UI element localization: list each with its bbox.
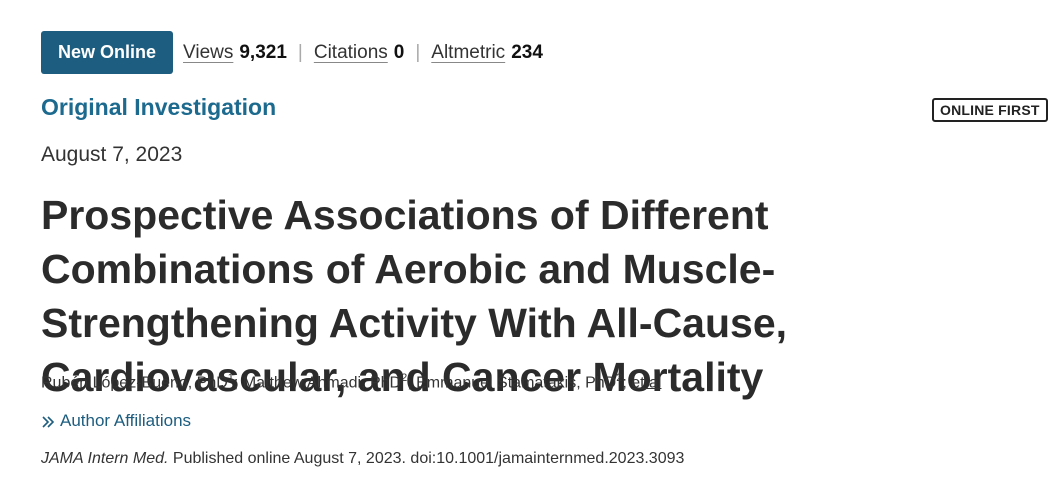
article-title: Prospective Associations of Different Co…: [41, 192, 788, 400]
author-name[interactable]: Rubén López-Bueno, PhD: [41, 374, 228, 392]
author-affiliations-label: Author Affiliations: [60, 411, 192, 430]
citations-label[interactable]: Citations: [313, 41, 388, 63]
online-first-tag: ONLINE FIRST: [932, 98, 1048, 122]
author-separator: ;: [622, 374, 632, 392]
altmetric-metric[interactable]: Altmetric 234: [431, 42, 543, 64]
journal-abbrev: JAMA Intern Med.: [41, 450, 169, 467]
new-online-badge[interactable]: New Online: [41, 31, 174, 74]
affiliation-marker: 2: [401, 372, 408, 384]
altmetric-score: 234: [511, 41, 543, 63]
article-type-link[interactable]: Original Investigation: [41, 94, 277, 120]
author-name[interactable]: Emmanuel Stamatakis, PhD: [416, 374, 617, 392]
citations-count: 0: [393, 41, 405, 63]
publication-date: August 7, 2023: [41, 143, 183, 166]
et-al-link[interactable]: et al: [631, 374, 662, 392]
metric-separator: |: [415, 41, 421, 63]
affiliation-marker: 1: [227, 372, 234, 384]
citation-line: JAMA Intern Med. Published online August…: [41, 450, 684, 468]
views-metric[interactable]: Views 9,321: [183, 42, 287, 64]
author-affiliations-toggle[interactable]: Author Affiliations: [41, 411, 191, 431]
citations-metric[interactable]: Citations 0: [314, 42, 405, 64]
author-separator: ;: [233, 374, 243, 392]
author-separator: ;: [407, 374, 417, 392]
author-name[interactable]: Matthew Ahmadi, PhD: [242, 374, 402, 392]
views-count: 9,321: [239, 41, 287, 63]
metrics-bar: New Online Views 9,321 | Citations 0 | A…: [41, 31, 543, 74]
author-list: Rubén López-Bueno, PhD1; Matthew Ahmadi,…: [41, 372, 661, 392]
views-label[interactable]: Views: [183, 41, 234, 63]
metric-separator: |: [297, 41, 303, 63]
citation-details: Published online August 7, 2023. doi:10.…: [168, 450, 685, 467]
altmetric-label[interactable]: Altmetric: [431, 41, 506, 63]
chevron-double-right-icon: [41, 414, 55, 428]
affiliation-marker: 2: [616, 372, 623, 384]
